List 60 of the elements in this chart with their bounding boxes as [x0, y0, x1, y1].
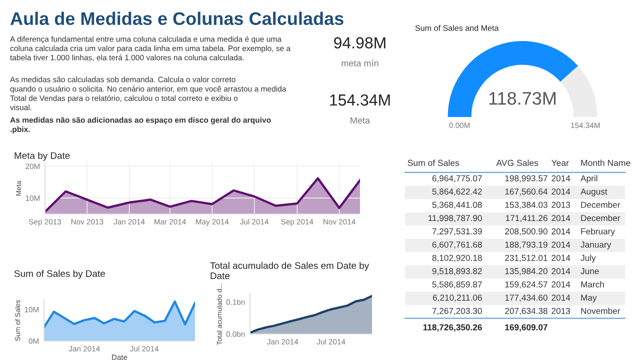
text: 2013	[552, 308, 570, 314]
text: November	[581, 308, 620, 314]
text: meta mín	[342, 60, 378, 66]
category-label: AVG Sales	[496, 160, 538, 166]
text: August	[580, 188, 608, 196]
text: 2014	[552, 215, 570, 222]
text: 2014	[552, 175, 570, 182]
category-label: Sum of Sales	[408, 160, 460, 166]
text: 5,368,441.08	[432, 202, 482, 209]
category-label: Month Name	[581, 160, 630, 166]
text: Aula de Medidas e Colunas Calculadas	[10, 12, 344, 26]
chart-title: Sum of Sales by Date	[14, 270, 105, 279]
text: 2014	[552, 281, 570, 288]
text: 118.73M	[489, 92, 556, 105]
text: 154.34M	[330, 94, 390, 106]
text: 11,998,787.90	[428, 215, 482, 222]
text: 8,102,920.18	[432, 254, 482, 262]
text: 153,384.03	[505, 202, 548, 209]
text: 135,984.20	[505, 268, 548, 276]
text: 188,793.19	[505, 242, 548, 249]
text: 94.98M	[334, 37, 386, 48]
chart-title: Total acumulado de Sales em Date by Date	[210, 262, 370, 280]
text: 6,964,775.07	[432, 175, 482, 182]
text: 7,297,531.39	[432, 228, 482, 236]
chart-title: Meta by Date	[14, 152, 70, 161]
text: 169,609.07	[505, 324, 548, 332]
text: 6,210,211.06	[433, 294, 482, 302]
text: 2014	[552, 254, 570, 261]
text: 118,726,350.26	[423, 324, 482, 332]
text: 2014	[552, 242, 570, 248]
text: May	[581, 294, 597, 302]
text: 2013	[552, 202, 570, 208]
text: Meta	[350, 117, 370, 124]
text: 5,586,859.87	[432, 281, 482, 288]
text: 2014	[552, 228, 570, 234]
text: 159,624.57	[505, 281, 548, 288]
text: 2014	[552, 294, 570, 301]
text: 2014	[552, 268, 570, 274]
chart-title: Sum of Sales and Meta	[415, 25, 499, 31]
text: 177,434.60	[505, 294, 548, 302]
text: 6,607,761.68	[432, 242, 482, 249]
text: 9,518,893.82	[432, 268, 482, 276]
text: December	[581, 202, 620, 208]
text: 5,864,622.42	[432, 188, 482, 196]
text: 167,560.64	[505, 188, 548, 196]
text: 198,993.57	[505, 175, 548, 182]
text: January	[580, 242, 612, 250]
text: 231,512.01	[505, 254, 548, 262]
text: 2014	[552, 188, 570, 195]
text: March	[581, 281, 604, 288]
text: February	[581, 228, 615, 236]
text: 208,500.90	[505, 228, 548, 236]
category-label: Year	[551, 160, 569, 166]
text: December	[581, 214, 620, 222]
text: April	[580, 175, 598, 184]
text: July	[580, 254, 596, 263]
text: 7,267,203.30	[432, 308, 482, 315]
text: June	[580, 268, 599, 274]
text: 171,411.26	[506, 215, 548, 222]
text: 207,634.38	[505, 308, 548, 315]
